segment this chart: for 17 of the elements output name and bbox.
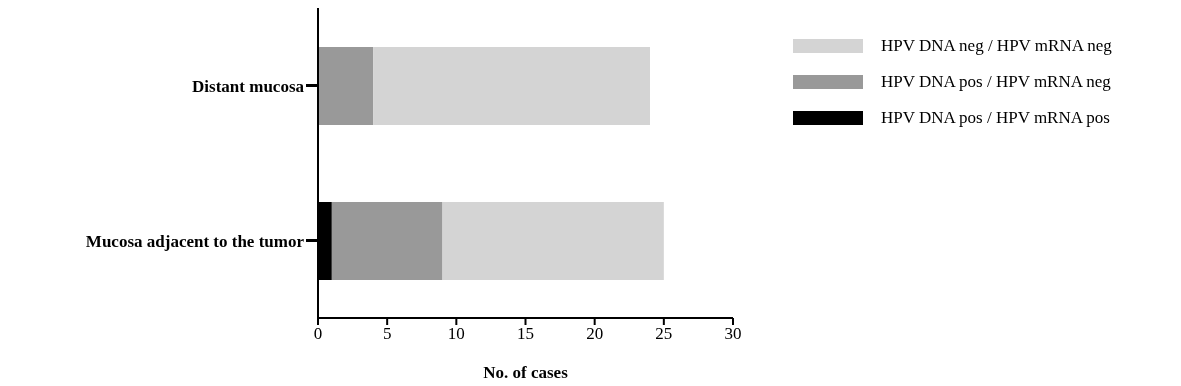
legend-label: HPV DNA pos / HPV mRNA neg: [881, 72, 1111, 92]
x-tick-label: 5: [382, 324, 392, 344]
bar: [442, 202, 664, 280]
legend-label: HPV DNA neg / HPV mRNA neg: [881, 36, 1112, 56]
x-tick-label: 30: [724, 324, 742, 344]
bar: [331, 202, 443, 280]
x-axis-title: No. of cases: [483, 363, 569, 382]
x-tick-label: 25: [655, 324, 673, 344]
x-tick-label: 10: [447, 324, 465, 344]
legend-label: HPV DNA pos / HPV mRNA pos: [881, 108, 1110, 128]
bar: [318, 47, 374, 125]
x-tick-label: 15: [517, 324, 534, 344]
y-tick-label: Distant mucosa: [192, 76, 305, 96]
bar: [373, 47, 650, 125]
y-tick-label: Mucosa adjacent to the tumor: [85, 231, 305, 251]
x-tick-label: 20: [586, 324, 604, 344]
x-tick-label: 0: [313, 324, 323, 344]
